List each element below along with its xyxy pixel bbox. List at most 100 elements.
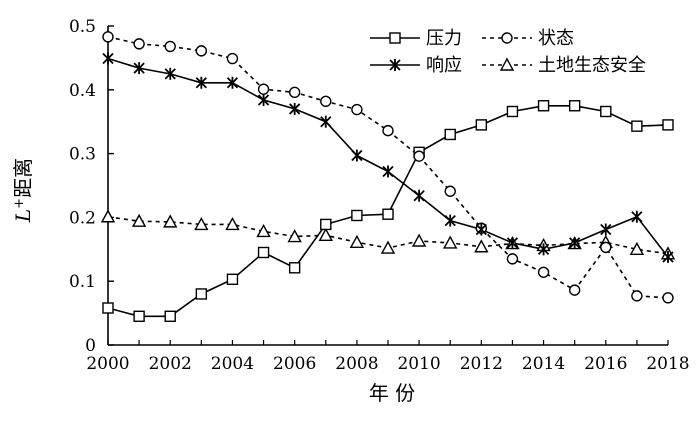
data-point bbox=[382, 124, 394, 137]
data-point bbox=[318, 227, 333, 241]
data-point bbox=[351, 103, 363, 116]
data-point bbox=[133, 310, 145, 322]
y-tick-label: 0.1 bbox=[69, 272, 96, 292]
x-tick-label: 2006 bbox=[273, 354, 316, 374]
data-point bbox=[600, 241, 612, 254]
series-points-2 bbox=[102, 52, 674, 263]
data-point bbox=[320, 95, 332, 107]
data-point bbox=[320, 115, 332, 128]
data-point bbox=[443, 235, 458, 249]
legend-label: 响应 bbox=[426, 55, 462, 76]
data-point bbox=[568, 284, 581, 296]
y-tick-label: 0 bbox=[85, 336, 96, 356]
data-point bbox=[568, 100, 581, 112]
data-point bbox=[444, 128, 456, 141]
data-point bbox=[351, 149, 363, 162]
data-point bbox=[411, 233, 427, 247]
data-point bbox=[226, 52, 239, 65]
legend-marker bbox=[389, 32, 401, 44]
y-axis-title-sup: + bbox=[12, 198, 27, 209]
x-tick-label: 2004 bbox=[211, 354, 254, 374]
y-tick-label: 0.2 bbox=[69, 208, 96, 228]
legend-marker bbox=[499, 57, 515, 71]
y-tick-label: 0.4 bbox=[69, 81, 96, 101]
data-point bbox=[195, 45, 208, 57]
data-point bbox=[569, 236, 581, 249]
x-tick-label: 2002 bbox=[149, 354, 192, 374]
data-point bbox=[256, 223, 271, 238]
x-tick-label: 2010 bbox=[397, 354, 440, 374]
data-point bbox=[631, 210, 643, 223]
data-point bbox=[537, 243, 550, 256]
data-point bbox=[102, 31, 114, 43]
data-point bbox=[413, 150, 425, 162]
series-layer bbox=[100, 31, 676, 322]
data-point bbox=[131, 213, 147, 227]
data-point bbox=[102, 52, 114, 65]
data-point bbox=[537, 100, 550, 112]
data-point bbox=[631, 290, 643, 302]
data-point bbox=[662, 292, 674, 304]
data-point bbox=[444, 214, 456, 227]
data-point bbox=[226, 273, 239, 285]
series-points-0 bbox=[102, 100, 674, 322]
data-point bbox=[287, 229, 302, 243]
data-point bbox=[629, 241, 645, 256]
x-tick-label: 2012 bbox=[460, 354, 503, 374]
data-point bbox=[288, 86, 301, 99]
data-point bbox=[164, 40, 176, 53]
data-point bbox=[351, 209, 363, 222]
data-point bbox=[475, 119, 488, 131]
x-axis-title: 年 份 bbox=[369, 381, 415, 405]
y-tick-label: 0.3 bbox=[69, 145, 96, 165]
data-point bbox=[600, 223, 612, 236]
data-point bbox=[349, 234, 365, 248]
data-point bbox=[600, 105, 612, 118]
data-point bbox=[226, 76, 239, 89]
data-point bbox=[225, 216, 240, 231]
legend-marker bbox=[389, 59, 401, 71]
y-axis-title: L+距离 bbox=[11, 158, 35, 223]
data-point bbox=[380, 240, 396, 254]
data-point bbox=[475, 223, 487, 236]
data-point bbox=[382, 165, 394, 178]
axes: 0 0.1 0.2 0.3 0.4 0.5 2000 2002 2004 2006 2008 2010… bbox=[69, 17, 690, 374]
y-tick-label: 0.5 bbox=[69, 17, 96, 37]
data-point bbox=[100, 209, 116, 223]
legend-marker bbox=[501, 32, 513, 44]
data-point bbox=[537, 266, 550, 278]
legend-label: 压力 bbox=[426, 28, 462, 49]
data-point bbox=[474, 239, 489, 253]
data-point bbox=[102, 302, 114, 314]
x-tick-label: 2018 bbox=[646, 354, 689, 374]
data-point bbox=[288, 262, 301, 274]
series-line-2 bbox=[107, 57, 669, 258]
data-point bbox=[257, 246, 270, 259]
series-points-1 bbox=[102, 31, 674, 304]
data-point bbox=[662, 119, 674, 131]
data-point bbox=[133, 62, 145, 75]
x-tick-label: 2008 bbox=[335, 354, 378, 374]
data-point bbox=[444, 185, 456, 197]
data-point bbox=[382, 208, 394, 220]
data-point bbox=[164, 310, 176, 322]
x-tick-label: 2000 bbox=[86, 354, 129, 374]
x-tick-label: 2016 bbox=[584, 354, 627, 374]
data-point bbox=[195, 288, 208, 300]
data-point bbox=[413, 189, 425, 202]
data-point bbox=[289, 102, 301, 115]
data-point bbox=[257, 83, 270, 95]
legend-label: 土地生态安全 bbox=[538, 55, 646, 76]
data-point bbox=[163, 214, 178, 228]
legend-label: 状态 bbox=[538, 28, 574, 49]
data-point bbox=[133, 38, 145, 50]
data-point bbox=[194, 216, 209, 231]
x-tick-label: 2014 bbox=[522, 354, 565, 374]
y-axis-title-rest: 距离 bbox=[11, 158, 35, 198]
data-point bbox=[662, 250, 674, 263]
data-point bbox=[631, 120, 643, 132]
y-axis-title-main: L bbox=[11, 209, 35, 223]
